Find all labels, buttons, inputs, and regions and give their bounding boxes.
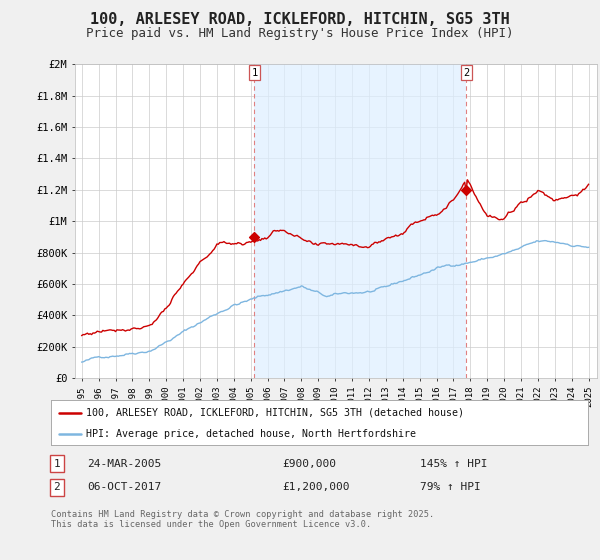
Point bbox=[250, 232, 259, 241]
Text: Price paid vs. HM Land Registry's House Price Index (HPI): Price paid vs. HM Land Registry's House … bbox=[86, 27, 514, 40]
Text: 100, ARLESEY ROAD, ICKLEFORD, HITCHIN, SG5 3TH (detached house): 100, ARLESEY ROAD, ICKLEFORD, HITCHIN, S… bbox=[86, 408, 464, 418]
Text: £1,200,000: £1,200,000 bbox=[282, 482, 349, 492]
Text: Contains HM Land Registry data © Crown copyright and database right 2025.
This d: Contains HM Land Registry data © Crown c… bbox=[51, 510, 434, 529]
Text: 2: 2 bbox=[463, 68, 469, 77]
Text: 100, ARLESEY ROAD, ICKLEFORD, HITCHIN, SG5 3TH: 100, ARLESEY ROAD, ICKLEFORD, HITCHIN, S… bbox=[90, 12, 510, 27]
Text: HPI: Average price, detached house, North Hertfordshire: HPI: Average price, detached house, Nort… bbox=[86, 428, 416, 438]
Text: 79% ↑ HPI: 79% ↑ HPI bbox=[420, 482, 481, 492]
Bar bbox=[254, 64, 466, 378]
Text: 1: 1 bbox=[251, 68, 257, 77]
Text: 2: 2 bbox=[53, 482, 61, 492]
Point bbox=[461, 185, 471, 194]
Text: 24-MAR-2005: 24-MAR-2005 bbox=[87, 459, 161, 469]
Text: 1: 1 bbox=[53, 459, 61, 469]
Text: 06-OCT-2017: 06-OCT-2017 bbox=[87, 482, 161, 492]
Text: 145% ↑ HPI: 145% ↑ HPI bbox=[420, 459, 487, 469]
Text: £900,000: £900,000 bbox=[282, 459, 336, 469]
